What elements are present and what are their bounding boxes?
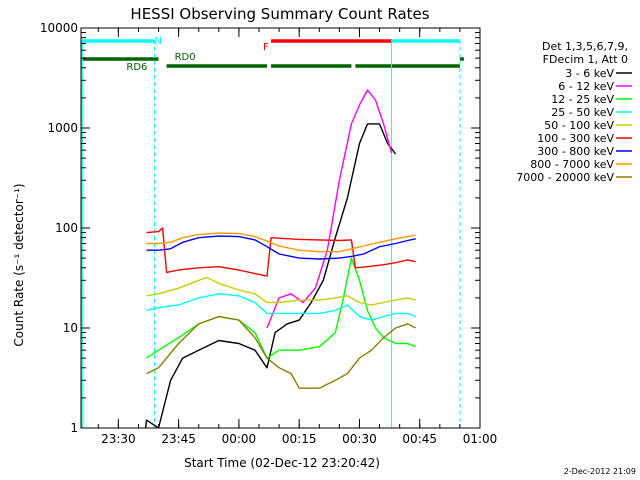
legend-entry-label: 50 - 100 keV <box>544 119 614 132</box>
legend: Det 1,3,5,6,7,9, FDecim 1, Att 0 3 - 6 k… <box>516 40 632 184</box>
legend-entry-label: 7000 - 20000 keV <box>516 171 614 184</box>
series-line-2 <box>146 257 416 359</box>
y-tick-label: 1 <box>70 421 78 435</box>
y-tick-label: 10 <box>63 321 78 335</box>
series-line-8 <box>146 315 417 389</box>
y-tick-label: 10000 <box>40 21 78 35</box>
x-tick-label: 00:45 <box>402 432 437 446</box>
legend-entry-label: 800 - 7000 keV <box>530 158 614 171</box>
legend-entry-label: 12 - 25 keV <box>551 93 614 106</box>
x-tick-label: 00:15 <box>282 432 317 446</box>
series-line-3 <box>146 293 416 321</box>
y-tick-label: 1000 <box>47 121 78 135</box>
series-line-5 <box>146 227 416 277</box>
status-bars: N F RD0 RD6 <box>82 36 464 73</box>
night-boundary-lines <box>81 40 461 428</box>
legend-header-line-2: FDecim 1, Att 0 <box>543 53 628 66</box>
legend-entry-label: 25 - 50 keV <box>551 106 614 119</box>
series-line-7 <box>146 232 416 253</box>
axes: 23:30 23:45 00:00 00:15 00:30 00:45 01:00 1 10 10… <box>40 21 497 446</box>
x-tick-label: 01:00 <box>463 432 498 446</box>
legend-entry-label: 300 - 800 keV <box>537 145 614 158</box>
legend-entry-label: 3 - 6 keV <box>565 67 614 80</box>
series-line-0 <box>144 123 397 428</box>
x-tick-label: 00:30 <box>342 432 377 446</box>
series-line-4 <box>146 276 416 306</box>
y-tick-label: 100 <box>55 221 78 235</box>
x-tick-label: 23:30 <box>101 432 136 446</box>
status-label-n: N <box>155 36 162 47</box>
status-label-f: F <box>263 42 269 53</box>
chart-title: HESSI Observing Summary Count Rates <box>130 5 429 23</box>
legend-entry-label: 100 - 300 keV <box>537 132 614 145</box>
series-line-1 <box>266 89 393 329</box>
series-line-6 <box>146 235 416 260</box>
status-label-rd6: RD6 <box>126 62 147 73</box>
x-tick-label: 23:45 <box>161 432 196 446</box>
legend-header-line-1: Det 1,3,5,6,7,9, <box>542 40 628 53</box>
datestamp: 2-Dec-2012 21:09 <box>564 467 636 476</box>
x-tick-label: 00:00 <box>222 432 257 446</box>
status-label-rd0: RD0 <box>175 52 196 63</box>
y-axis-label: Count Rate (s⁻¹ detector⁻¹) <box>12 183 26 346</box>
series-lines <box>144 89 417 428</box>
legend-entry-label: 6 - 12 keV <box>558 80 614 93</box>
x-axis-label: Start Time (02-Dec-12 23:20:42) <box>184 456 380 470</box>
